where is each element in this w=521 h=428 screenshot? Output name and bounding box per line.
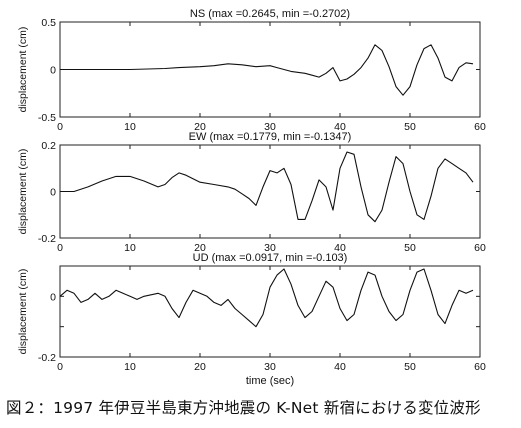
x-tick-label: 0 — [57, 121, 63, 133]
x-tick-label: 60 — [474, 242, 486, 254]
y-tick-label: -0.2 — [38, 352, 56, 364]
y-tick-label: 0 — [50, 187, 56, 199]
panel-title: UD (max =0.0917, min =-0.103) — [193, 252, 348, 264]
figure-canvas: 0 10 20 30 40 50 60-0.500.5NS (max =0.2645, mi… — [17, 8, 486, 387]
x-axis-label: time (sec) — [246, 375, 294, 387]
x-tick-label: 20 — [194, 242, 206, 254]
x-tick-label: 20 — [194, 361, 206, 373]
y-tick-label: 0 — [50, 65, 56, 77]
figure-caption: 図２：1997 年伊豆半島東方沖地震の K-Net 新宿における変位波形 — [6, 399, 481, 417]
y-tick-label: 0.2 — [41, 140, 56, 152]
x-tick-label: 40 — [334, 242, 346, 254]
y-axis-label: displacement (cm) — [17, 149, 29, 235]
y-tick-label: -0.2 — [38, 233, 56, 245]
x-tick-label: 50 — [404, 242, 416, 254]
x-tick-label: 30 — [264, 242, 276, 254]
plot-frame — [59, 144, 481, 239]
x-tick-label: 40 — [334, 361, 346, 373]
x-tick-label: 0 — [57, 242, 63, 254]
x-tick-label: 40 — [334, 121, 346, 133]
y-tick-label: 0.5 — [41, 17, 56, 29]
x-tick-label: 20 — [194, 121, 206, 133]
x-tick-label: 0 — [57, 361, 63, 373]
x-tick-label: 10 — [124, 361, 136, 373]
x-tick-label: 60 — [474, 361, 486, 373]
x-tick-label: 10 — [124, 242, 136, 254]
x-tick-label: 50 — [404, 361, 416, 373]
y-axis-label: displacement (cm) — [17, 27, 29, 113]
x-tick-label: 30 — [264, 361, 276, 373]
panel-1: 0 10 20 30 40 50 60-0.500.5NS (max =0.2645, mi… — [17, 8, 486, 133]
y-tick-label: -0.5 — [38, 112, 56, 124]
waveform-trace — [60, 44, 474, 96]
x-tick-label: 60 — [474, 121, 486, 133]
y-tick-label: 0 — [50, 291, 56, 303]
panel-title: EW (max =0.1779, min =-0.1347) — [189, 131, 352, 143]
waveform-trace — [59, 268, 474, 328]
y-axis-label: displacement (cm) — [17, 269, 29, 355]
panel-title: NS (max =0.2645, min =-0.2702) — [190, 8, 350, 20]
waveform-trace — [60, 151, 474, 223]
plot-frame — [59, 265, 481, 358]
x-tick-label: 50 — [404, 121, 416, 133]
x-tick-label: 10 — [124, 121, 136, 133]
x-tick-label: 30 — [264, 121, 276, 133]
panel-2: 0 10 20 30 40 50 60-0.200.2EW (max =0.1779, mi… — [17, 131, 486, 254]
